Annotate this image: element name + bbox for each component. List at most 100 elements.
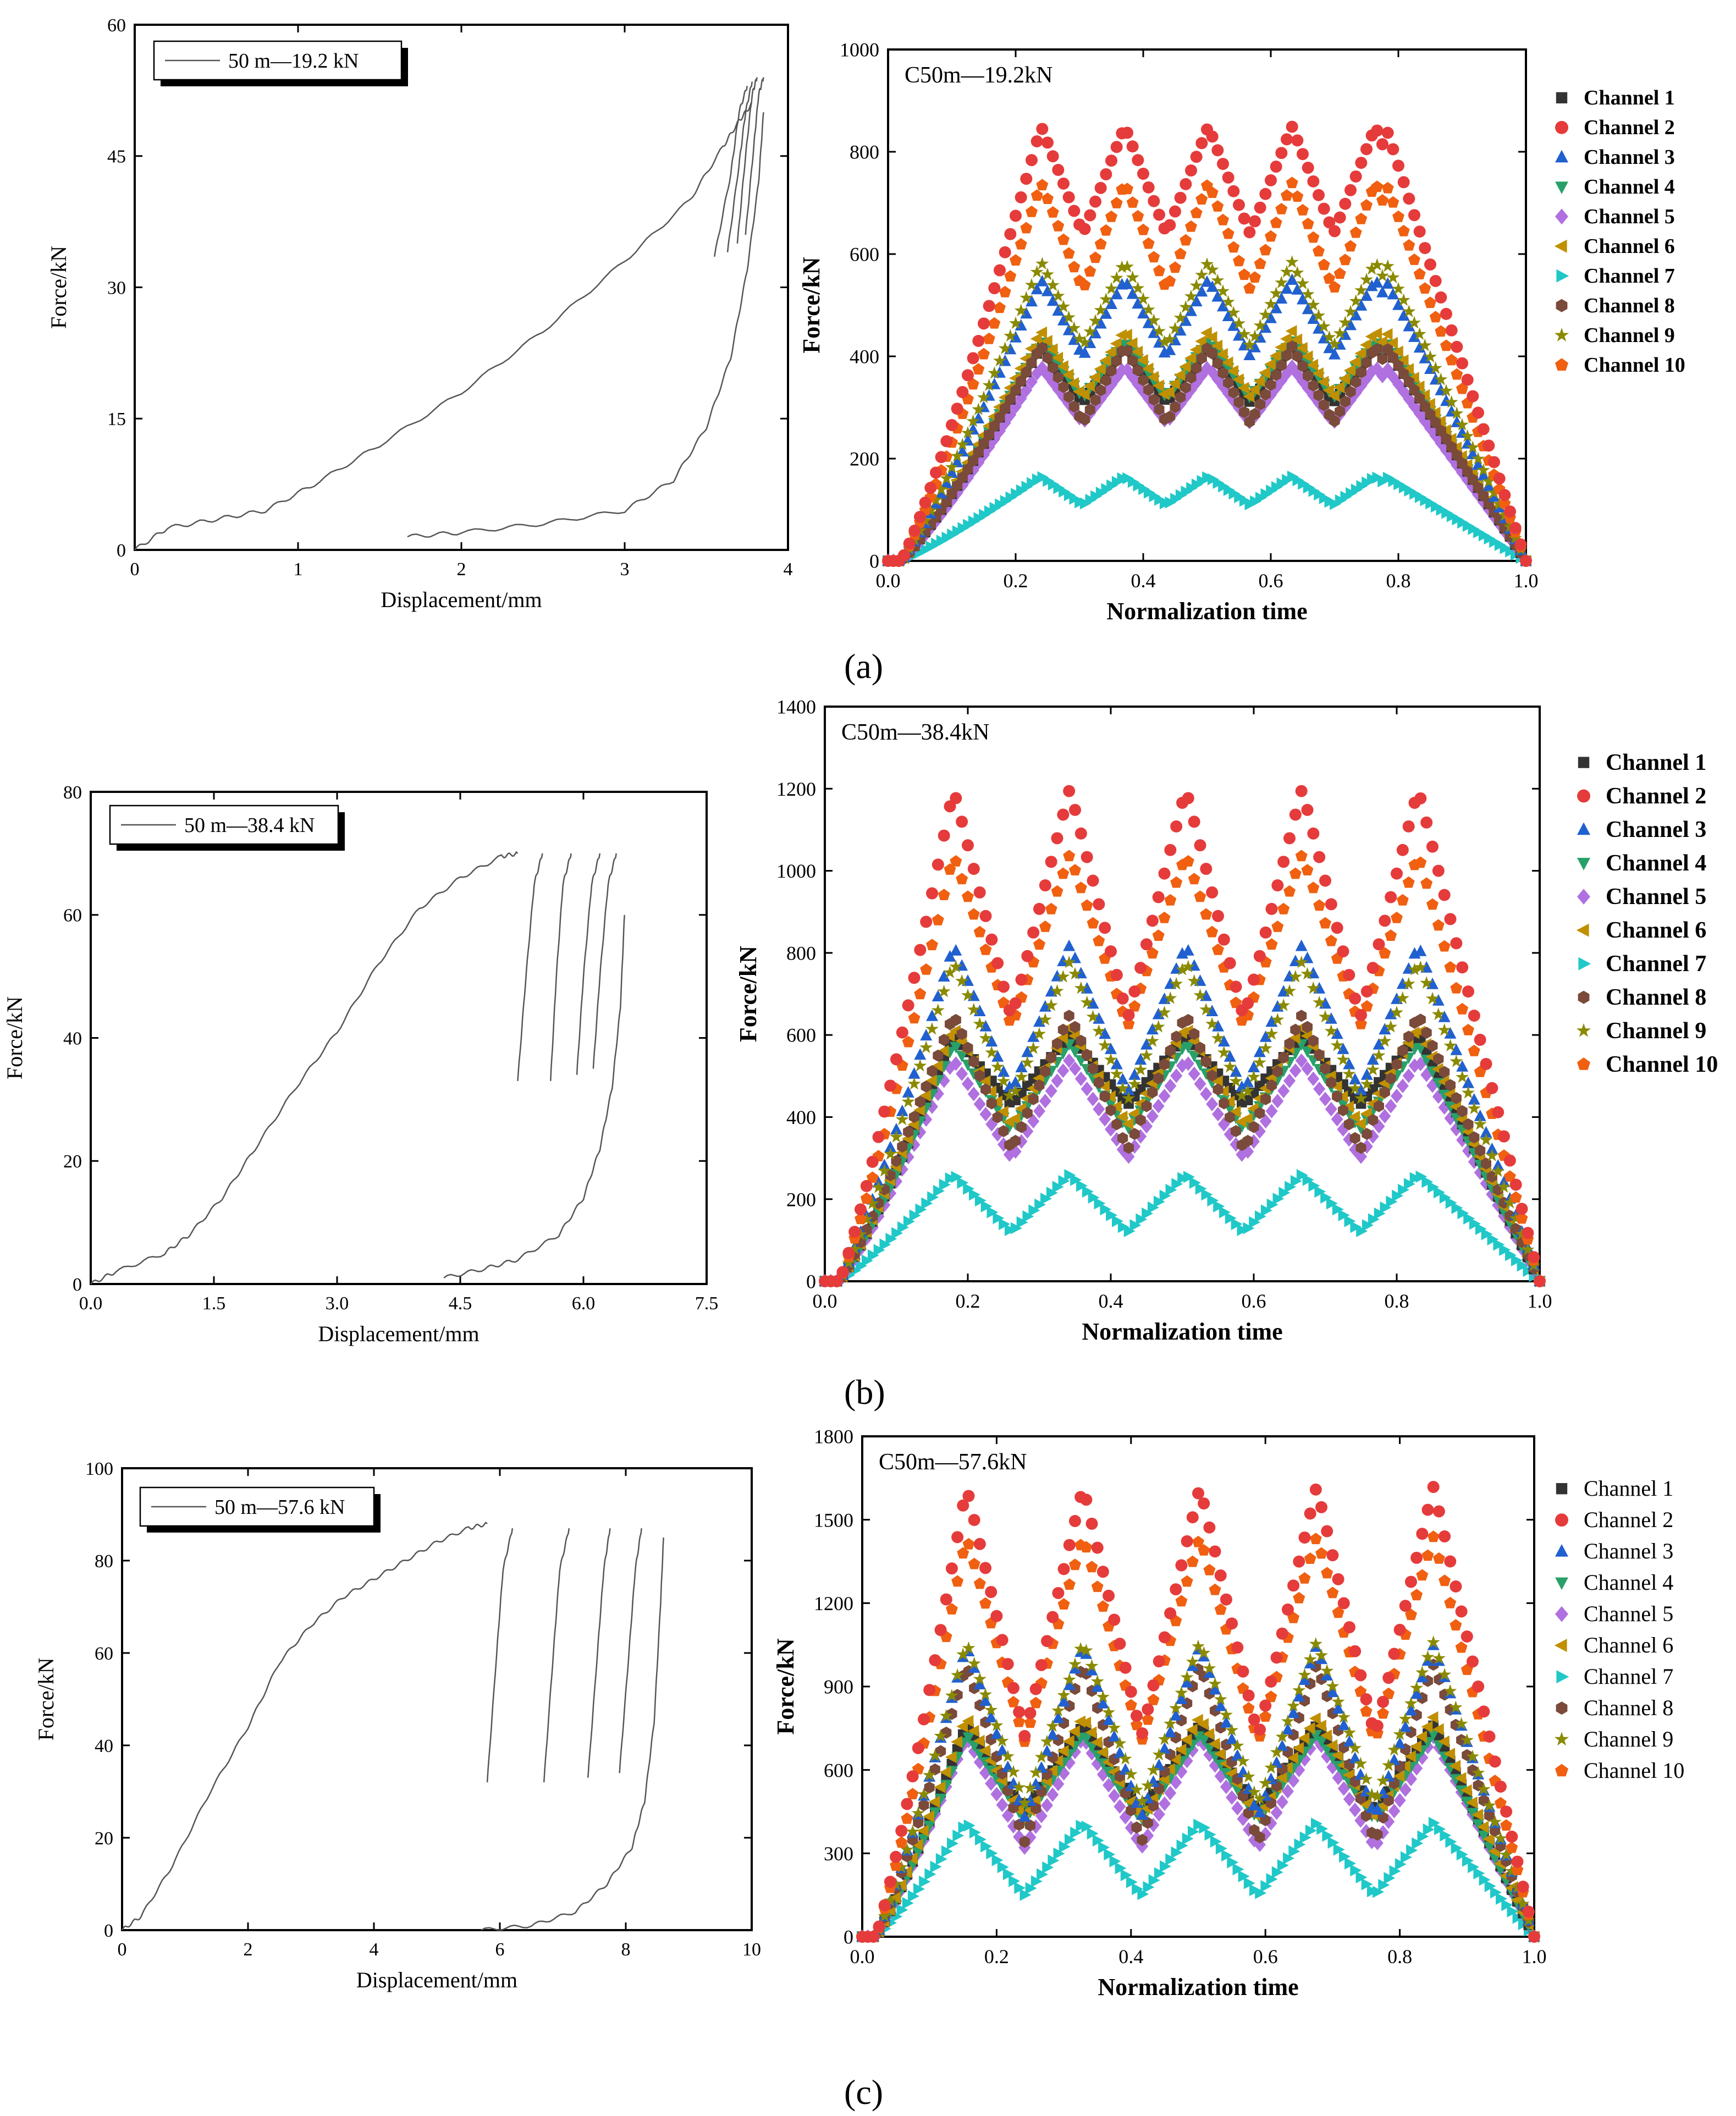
data-point [983, 300, 995, 312]
data-point [890, 1859, 902, 1871]
data-point [1116, 1110, 1128, 1123]
data-point [967, 908, 980, 920]
series-channel-8 [857, 1658, 1540, 1943]
legend-label: 50 m—38.4 kN [184, 814, 315, 837]
legend-marker [1578, 990, 1590, 1004]
data-point [1254, 201, 1266, 214]
x-tick-label: 1.0 [1528, 1290, 1552, 1312]
data-point [1195, 137, 1208, 150]
data-point [932, 858, 944, 871]
data-point [1231, 1801, 1244, 1816]
data-point [1288, 969, 1302, 983]
data-point [1493, 1831, 1507, 1844]
data-point [1148, 251, 1160, 263]
data-point [1420, 976, 1434, 989]
data-point [1129, 1219, 1142, 1232]
data-point [1305, 1825, 1317, 1837]
data-point [991, 1854, 1004, 1866]
data-point [1214, 1699, 1227, 1711]
data-point [997, 1074, 1010, 1087]
data-point [1152, 891, 1165, 903]
data-point [1428, 1817, 1440, 1829]
data-point [1413, 406, 1426, 421]
data-point [1182, 1056, 1194, 1071]
data-point [1259, 395, 1272, 410]
data-point [1415, 1013, 1426, 1026]
data-point [1456, 1070, 1469, 1083]
data-point [961, 988, 974, 1001]
data-point [1182, 1832, 1194, 1845]
data-point [1009, 316, 1022, 329]
data-point [1164, 991, 1177, 1004]
data-point [1069, 1662, 1081, 1674]
data-point [1070, 1173, 1082, 1186]
data-point [951, 1531, 964, 1544]
data-point [984, 1703, 998, 1716]
data-point [1398, 367, 1409, 380]
data-point [1521, 1243, 1535, 1256]
data-point [1121, 362, 1133, 377]
data-point [1370, 258, 1384, 271]
reload-cycle-2 [726, 81, 753, 252]
data-point [1348, 1110, 1360, 1123]
data-point [950, 1013, 961, 1026]
data-point [940, 435, 953, 448]
data-point [956, 1647, 970, 1661]
data-point [1062, 368, 1074, 381]
data-point [1285, 255, 1299, 268]
data-point [1451, 1092, 1462, 1104]
data-point [1349, 1142, 1362, 1157]
data-point [1413, 327, 1426, 340]
x-tick-label: 0.0 [813, 1290, 837, 1312]
data-point [1266, 1873, 1278, 1886]
data-point [1041, 368, 1054, 383]
data-point [1190, 206, 1203, 218]
data-point [1016, 1121, 1027, 1133]
data-point [1029, 1696, 1042, 1709]
data-point [1039, 879, 1051, 892]
x-tick-label: 10 [742, 1939, 761, 1960]
data-point [1085, 1663, 1098, 1676]
data-point [1205, 331, 1217, 344]
data-point [1283, 1852, 1294, 1865]
data-point [1475, 1222, 1487, 1235]
data-point [1322, 330, 1336, 343]
data-point [1432, 864, 1445, 877]
data-point [1046, 1719, 1060, 1732]
data-point [885, 1232, 897, 1245]
data-point [1517, 1259, 1529, 1272]
data-point [1018, 1796, 1032, 1809]
data-point [1186, 1659, 1199, 1671]
data-point [1329, 281, 1341, 293]
data-point [1221, 1849, 1233, 1862]
legend-label: Channel 8 [1584, 1695, 1673, 1720]
data-point [1180, 381, 1191, 394]
data-point [1164, 219, 1176, 232]
data-point [1476, 463, 1490, 476]
data-point [1304, 1657, 1316, 1668]
data-point [1296, 1010, 1307, 1022]
data-point [1444, 1555, 1457, 1568]
data-point [1373, 1886, 1384, 1898]
data-point [1461, 429, 1474, 442]
x-tick-label: 7.5 [695, 1293, 719, 1314]
data-point [1026, 374, 1038, 389]
legend-marker [1577, 858, 1590, 870]
data-point [1034, 1198, 1046, 1211]
data-point [1349, 992, 1362, 1005]
data-point [915, 1203, 927, 1216]
data-point [978, 1744, 990, 1757]
data-point [951, 1575, 964, 1587]
legend-label: Channel 9 [1584, 1727, 1673, 1751]
data-point [982, 378, 996, 392]
data-point [1462, 1076, 1474, 1088]
data-point [1015, 973, 1028, 986]
markers [819, 785, 1546, 1287]
data-point [962, 369, 974, 382]
data-point [1140, 1048, 1153, 1061]
data-point [1014, 1882, 1026, 1894]
data-point [919, 497, 932, 509]
data-point [1116, 992, 1129, 1005]
plot-frame [824, 706, 1541, 1282]
data-point [1432, 1552, 1445, 1564]
